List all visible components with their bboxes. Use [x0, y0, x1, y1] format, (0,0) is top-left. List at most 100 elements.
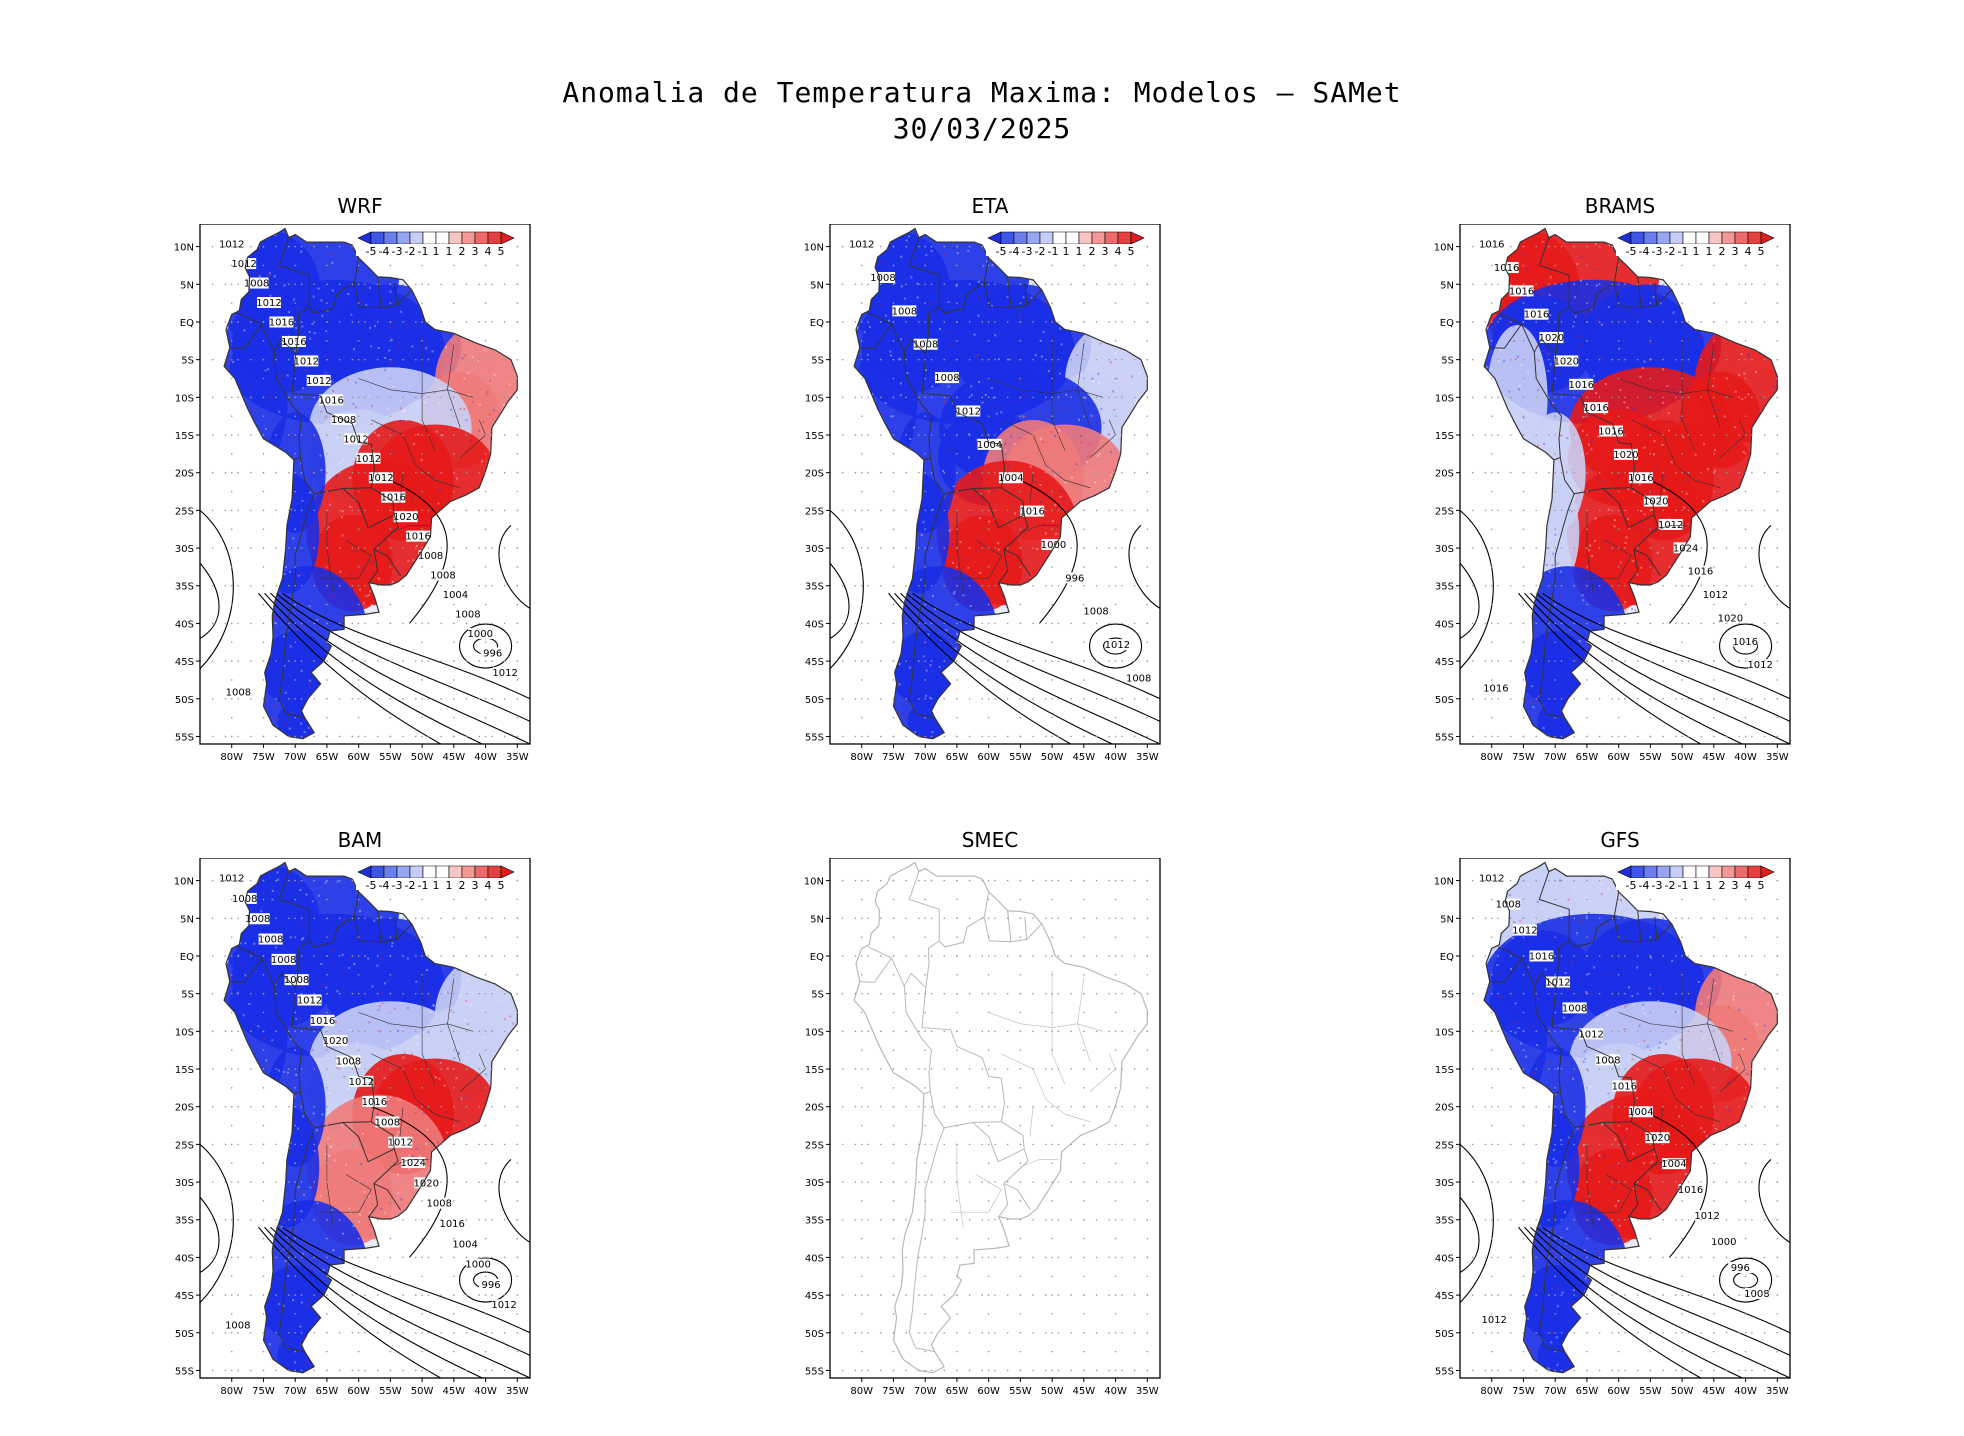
- colorbar-label: -2: [405, 245, 416, 258]
- isobar-label: 1020: [393, 511, 418, 523]
- colorbar-label: 1: [433, 879, 440, 892]
- svg-text:996: 996: [483, 648, 502, 659]
- lon-tick-label: 50W: [1671, 752, 1694, 763]
- lon-tick-label: 75W: [1512, 1386, 1535, 1397]
- map-panel-brams: BRAMS 1016 1016 1016 1016 1020 1020 1016 1016 101…: [1420, 194, 1820, 774]
- map-frame: [199, 858, 531, 1379]
- country-border: [1613, 891, 1620, 917]
- svg-text:1012: 1012: [343, 434, 368, 445]
- isobar-label: 1016: [1524, 308, 1549, 321]
- country-border: [1497, 946, 1535, 987]
- lat-tick-label: 25S: [805, 506, 824, 517]
- lon-tick-label: 40W: [474, 752, 497, 763]
- colorbar-label: 5: [1128, 245, 1135, 258]
- colorbar: -5 -4 -3 -2 -1 1 1 2 3 4 5: [1616, 865, 1776, 892]
- state-border: [1001, 419, 1091, 489]
- lat-tick-label: 10N: [174, 243, 194, 254]
- colorbar: -5 -4 -3 -2 -1 1 1 2 3 4 5: [356, 231, 516, 258]
- isobar-label: 1016: [439, 1217, 465, 1230]
- isobar-label: 1016: [1494, 261, 1519, 274]
- lat-tick-label: 45S: [805, 1291, 824, 1302]
- svg-text:1008: 1008: [1083, 607, 1108, 618]
- lon-tick-label: 45W: [1073, 752, 1096, 763]
- svg-text:1016: 1016: [1494, 263, 1519, 274]
- svg-text:1016: 1016: [1568, 380, 1593, 391]
- isobar-label: 1008: [245, 913, 270, 925]
- lon-tick-label: 80W: [850, 752, 873, 763]
- isobar-label: 1012: [1481, 1313, 1507, 1326]
- state-border: [1077, 344, 1091, 428]
- country-border: [983, 257, 990, 283]
- country-border: [921, 987, 1006, 1129]
- map-bam: 1012 1008 1008 1008 1008 1008 1012 1016 1020 1008…: [174, 858, 531, 1397]
- colorbar-swatch: [422, 231, 437, 245]
- state-border: [399, 1106, 404, 1137]
- colorbar-swatch: [1721, 231, 1736, 245]
- country-border: [921, 353, 1006, 495]
- lon-tick-label: 75W: [882, 1386, 905, 1397]
- colorbar-label: 1: [446, 245, 453, 258]
- isobar-label: 1012: [1658, 518, 1683, 531]
- colorbar-label: 5: [498, 879, 505, 892]
- isobar-label: 1012: [1747, 659, 1773, 671]
- isobar-label: 1016: [1612, 1080, 1637, 1092]
- map-panel-gfs: GFS 1012 1008 1012 1016 1012 1008 1012 1008 1016 1…: [1420, 828, 1820, 1408]
- svg-text:1016: 1016: [318, 395, 343, 406]
- lat-tick-label: 55S: [805, 732, 824, 743]
- isobar-label: 1012: [1703, 589, 1728, 601]
- isobar-label: 1016: [1509, 285, 1534, 297]
- svg-text:1008: 1008: [418, 551, 443, 562]
- isobars: [830, 472, 1160, 744]
- state-border: [1631, 419, 1721, 489]
- country-border: [1538, 493, 1575, 719]
- lon-tick-label: 55W: [1009, 752, 1032, 763]
- country-border: [908, 871, 940, 941]
- isobar-label: 1008: [418, 550, 443, 562]
- svg-text:1008: 1008: [934, 373, 959, 384]
- svg-text:1008: 1008: [1126, 673, 1151, 684]
- isobar-label: 1016: [310, 1014, 335, 1027]
- isobar-label: 1020: [1554, 355, 1579, 367]
- state-border: [1681, 337, 1696, 451]
- lon-tick-label: 60W: [977, 1386, 1000, 1397]
- lon-tick-label: 80W: [1480, 752, 1503, 763]
- lon-tick-label: 65W: [946, 1386, 969, 1397]
- country-border: [1489, 957, 1523, 983]
- lon-tick-label: 55W: [1009, 1386, 1032, 1397]
- colorbar-label: 4: [1745, 245, 1752, 258]
- country-border: [859, 323, 893, 349]
- lat-tick-label: 55S: [1435, 732, 1454, 743]
- lat-tick-label: EQ: [180, 318, 194, 329]
- lon-tick-label: 50W: [1041, 1386, 1064, 1397]
- lat-tick-label: EQ: [1440, 318, 1454, 329]
- isobar-label: 1004: [452, 1238, 478, 1250]
- lon-tick-label: 75W: [1512, 752, 1535, 763]
- colorbar-swatch: [1708, 231, 1723, 245]
- lat-tick-label: 10N: [174, 877, 194, 888]
- lat-tick-label: 40S: [805, 619, 824, 630]
- colorbar-swatch: [1760, 865, 1775, 879]
- colorbar-label: -4: [1639, 879, 1650, 892]
- svg-text:1012: 1012: [306, 376, 331, 387]
- svg-text:1012: 1012: [356, 454, 381, 465]
- lat-tick-label: 50S: [805, 695, 824, 706]
- lat-tick-label: 20S: [1435, 469, 1454, 480]
- isobar-label: 1012: [491, 1299, 517, 1311]
- lat-tick-label: 10S: [175, 1027, 194, 1038]
- colorbar-label: -1: [1678, 245, 1689, 258]
- lon-tick-label: 45W: [443, 1386, 466, 1397]
- isobar-label: 1004: [443, 589, 468, 601]
- lat-tick-label: 35S: [1435, 582, 1454, 593]
- isobar-label: 1008: [1496, 898, 1521, 911]
- lon-tick-label: 80W: [220, 752, 243, 763]
- colorbar-swatch: [987, 231, 1002, 245]
- isobar-label: 1000: [468, 627, 493, 640]
- lon-tick-label: 35W: [1136, 752, 1159, 763]
- lon-tick-label: 40W: [1734, 1386, 1757, 1397]
- svg-text:1016: 1016: [1019, 507, 1044, 518]
- isobar-label: 1008: [225, 1319, 251, 1332]
- lon-tick-label: 45W: [1703, 752, 1726, 763]
- lon-tick-label: 80W: [850, 1386, 873, 1397]
- country-border: [908, 1127, 945, 1353]
- country-border: [353, 257, 360, 283]
